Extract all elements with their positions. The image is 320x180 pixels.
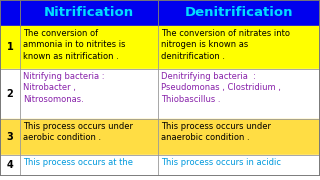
Text: This process occurs in acidic: This process occurs in acidic (161, 158, 281, 167)
Text: This process occurs at the: This process occurs at the (23, 158, 133, 167)
Bar (0, 119, 320, 155)
Text: Nitrification: Nitrification (44, 6, 134, 19)
Bar (0, 69, 320, 119)
Text: The conversion of nitrates into
nitrogen is known as
denitrification .: The conversion of nitrates into nitrogen… (161, 29, 290, 61)
Text: Nitrifying bacteria :
Nitrobacter ,
Nitrosomonas.: Nitrifying bacteria : Nitrobacter , Nitr… (23, 72, 105, 104)
Text: Denitrifying bacteria  :
Pseudomonas , Clostridium ,
Thiobascillus .: Denitrifying bacteria : Pseudomonas , Cl… (161, 72, 281, 104)
Text: The conversion of
ammonia in to nitrites is
known as nitrification .: The conversion of ammonia in to nitrites… (23, 29, 125, 61)
Text: This process occurs under
anaerobic condition .: This process occurs under anaerobic cond… (161, 122, 271, 142)
Bar (0, 155, 320, 175)
Bar (0, 26, 320, 69)
Text: This process occurs under
aerobic condition .: This process occurs under aerobic condit… (23, 122, 133, 142)
Text: 4: 4 (7, 160, 13, 170)
Text: Denitrification: Denitrification (185, 6, 293, 19)
Text: 1: 1 (7, 42, 13, 53)
Text: 2: 2 (7, 89, 13, 99)
Text: 3: 3 (7, 132, 13, 142)
Bar (0, 0, 320, 26)
